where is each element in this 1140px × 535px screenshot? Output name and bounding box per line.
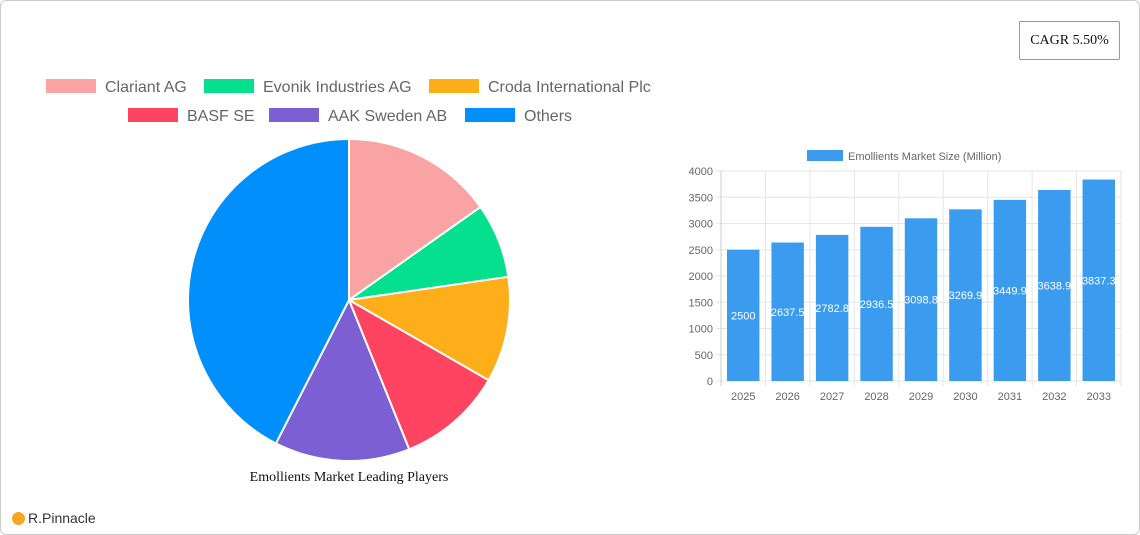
legend-label: Evonik Industries AG bbox=[263, 79, 412, 96]
logo-text: R.Pinnacle bbox=[28, 510, 96, 526]
legend-swatch bbox=[128, 108, 178, 122]
legend-swatch bbox=[204, 79, 254, 93]
pie-title: Emollients Market Leading Players bbox=[250, 470, 449, 485]
x-tick-label: 2031 bbox=[998, 391, 1022, 403]
bar bbox=[904, 218, 938, 381]
x-tick-label: 2029 bbox=[909, 391, 933, 403]
bar bbox=[771, 242, 804, 381]
y-tick-label: 3500 bbox=[689, 192, 713, 204]
bar bbox=[1038, 189, 1071, 381]
bar-value-label: 2637.5 bbox=[771, 307, 805, 319]
cagr-badge: CAGR 5.50% bbox=[1019, 21, 1120, 60]
pie-slice bbox=[345, 275, 511, 382]
legend-label: AAK Sweden AB bbox=[328, 108, 447, 125]
bar-legend-swatch bbox=[807, 150, 843, 161]
logo: R.Pinnacle bbox=[12, 510, 96, 526]
bar-value-label: 2782.8 bbox=[815, 303, 849, 315]
x-tick-label: 2027 bbox=[820, 391, 844, 403]
bar-value-label: 2936.5 bbox=[860, 299, 894, 311]
legend-label: Clariant AG bbox=[105, 79, 187, 96]
x-tick-label: 2025 bbox=[731, 391, 755, 403]
pie-slice bbox=[346, 297, 490, 451]
x-tick-label: 2032 bbox=[1042, 391, 1066, 403]
y-tick-label: 2500 bbox=[689, 245, 713, 257]
bar-value-label: 3837.3 bbox=[1082, 275, 1116, 287]
y-tick-label: 500 bbox=[695, 350, 713, 362]
legend-label: Croda International Plc bbox=[488, 79, 651, 96]
bar bbox=[727, 249, 760, 381]
logo-icon bbox=[12, 511, 25, 525]
bar-value-label: 3098.8 bbox=[904, 295, 938, 307]
bar bbox=[860, 226, 893, 381]
pie-slice bbox=[187, 137, 350, 445]
legend-label: Others bbox=[524, 108, 572, 125]
x-tick-label: 2026 bbox=[775, 391, 799, 403]
x-tick-label: 2028 bbox=[864, 391, 888, 403]
bar bbox=[815, 234, 849, 381]
bar bbox=[993, 199, 1027, 381]
y-tick-label: 4000 bbox=[689, 166, 713, 178]
y-tick-label: 0 bbox=[707, 376, 713, 388]
legend-swatch bbox=[465, 108, 515, 122]
x-tick-label: 2030 bbox=[953, 391, 977, 403]
bar bbox=[949, 209, 982, 381]
legend-swatch bbox=[429, 79, 479, 93]
y-tick-label: 2000 bbox=[689, 271, 713, 283]
y-tick-label: 1500 bbox=[689, 297, 713, 309]
legend-label: BASF SE bbox=[187, 108, 255, 125]
bar bbox=[1082, 179, 1115, 381]
y-tick-label: 3000 bbox=[689, 219, 713, 231]
legend-swatch bbox=[269, 108, 319, 122]
x-tick-label: 2033 bbox=[1087, 391, 1111, 403]
bar-value-label: 3638.9 bbox=[1038, 280, 1072, 292]
bar-value-label: 3269.9 bbox=[949, 290, 983, 302]
pie-slice bbox=[274, 297, 411, 462]
pie-slice bbox=[348, 137, 482, 302]
y-tick-label: 1000 bbox=[689, 324, 713, 336]
bar-legend-label: Emollients Market Size (Million) bbox=[848, 151, 1001, 163]
bar-value-label: 3449.9 bbox=[993, 285, 1027, 297]
bar-value-label: 2500 bbox=[731, 310, 755, 322]
legend-swatch bbox=[46, 79, 96, 93]
